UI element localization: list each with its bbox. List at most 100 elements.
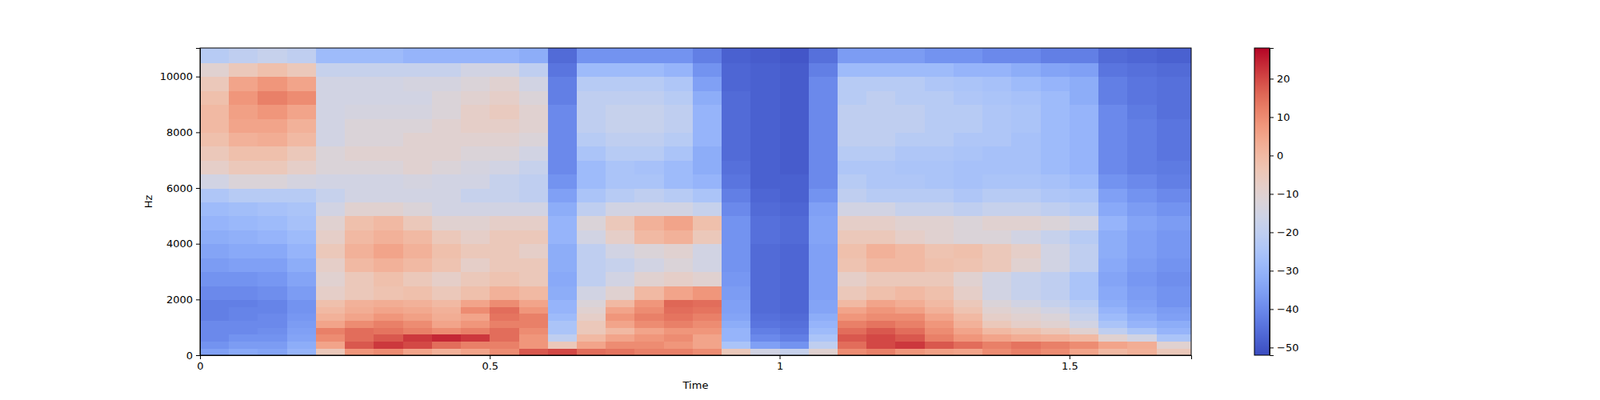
cell (750, 285, 780, 300)
cell (837, 334, 868, 342)
cell (664, 341, 694, 349)
cell (576, 118, 607, 133)
cell (344, 334, 375, 342)
cell (634, 132, 664, 147)
cell (664, 313, 694, 321)
cell (257, 334, 288, 342)
tick: 0 (1269, 149, 1284, 162)
cell (692, 76, 723, 92)
cell (866, 272, 896, 287)
cell (287, 272, 317, 287)
cell (576, 257, 607, 272)
cell (316, 104, 346, 120)
cell (1098, 313, 1128, 321)
cell (373, 146, 404, 161)
cell (1127, 285, 1157, 300)
cell (519, 306, 549, 314)
cell (780, 132, 810, 147)
cell (373, 341, 404, 349)
cell (548, 90, 578, 105)
cell (489, 341, 520, 349)
cell (953, 341, 984, 349)
cell (316, 306, 346, 314)
cell (1156, 104, 1192, 120)
cell (605, 118, 636, 133)
cell (1040, 348, 1071, 356)
cell (1098, 118, 1128, 133)
cell (634, 90, 664, 105)
cell (982, 90, 1012, 105)
cell (460, 327, 491, 335)
cell (1156, 174, 1192, 189)
cell (1156, 334, 1192, 342)
cell (634, 104, 664, 120)
cell (664, 76, 694, 92)
cell (344, 313, 375, 321)
cell (1127, 341, 1157, 349)
cell (1098, 272, 1128, 287)
cell (316, 188, 346, 203)
cell (1127, 146, 1157, 161)
cell (519, 216, 549, 231)
cell (257, 348, 288, 356)
cell (750, 272, 780, 287)
cell (1011, 188, 1041, 203)
cell (316, 160, 346, 175)
tick: 0 (186, 349, 200, 362)
cell (344, 272, 375, 287)
cell (316, 76, 346, 92)
cell (664, 272, 694, 287)
cell (895, 306, 925, 314)
cell (982, 201, 1012, 216)
cell (403, 313, 433, 321)
cell (808, 348, 839, 356)
cell (953, 201, 984, 216)
cell (1156, 257, 1192, 272)
cell (1040, 62, 1071, 77)
tick-label: −10 (1276, 188, 1299, 200)
cell (721, 76, 752, 92)
cell (373, 174, 404, 189)
cell (634, 299, 664, 307)
cell (344, 327, 375, 335)
cell (344, 229, 375, 244)
cell (1011, 160, 1041, 175)
cell (605, 62, 636, 77)
cell (808, 160, 839, 175)
cell (287, 188, 317, 203)
cell (1040, 174, 1071, 189)
cell (432, 257, 462, 272)
cell (1098, 216, 1128, 231)
cell (808, 299, 839, 307)
cell (200, 160, 230, 175)
cell (373, 257, 404, 272)
cell (200, 146, 230, 161)
cell (519, 244, 549, 259)
tick-label: 0 (1276, 149, 1284, 162)
cell (780, 188, 810, 203)
cell (460, 306, 491, 314)
cell (721, 48, 752, 64)
cell (808, 146, 839, 161)
cell (403, 104, 433, 120)
y-axis-line (196, 48, 201, 356)
cell (200, 216, 230, 231)
cell (664, 118, 694, 133)
cell (519, 229, 549, 244)
cell (953, 334, 984, 342)
plot-frame (200, 48, 1192, 356)
cell (692, 327, 723, 335)
cell (750, 132, 780, 147)
cell (519, 299, 549, 307)
chart: 00.511.50200040006000800010000TimeHz−50−… (0, 0, 1600, 400)
cell (924, 320, 955, 328)
cell (866, 341, 896, 349)
cell (924, 348, 955, 356)
cell (664, 146, 694, 161)
tick-mark (1269, 270, 1274, 272)
cell (837, 244, 868, 259)
cell (257, 244, 288, 259)
cell (866, 62, 896, 77)
cell (1069, 160, 1100, 175)
cell (982, 216, 1012, 231)
